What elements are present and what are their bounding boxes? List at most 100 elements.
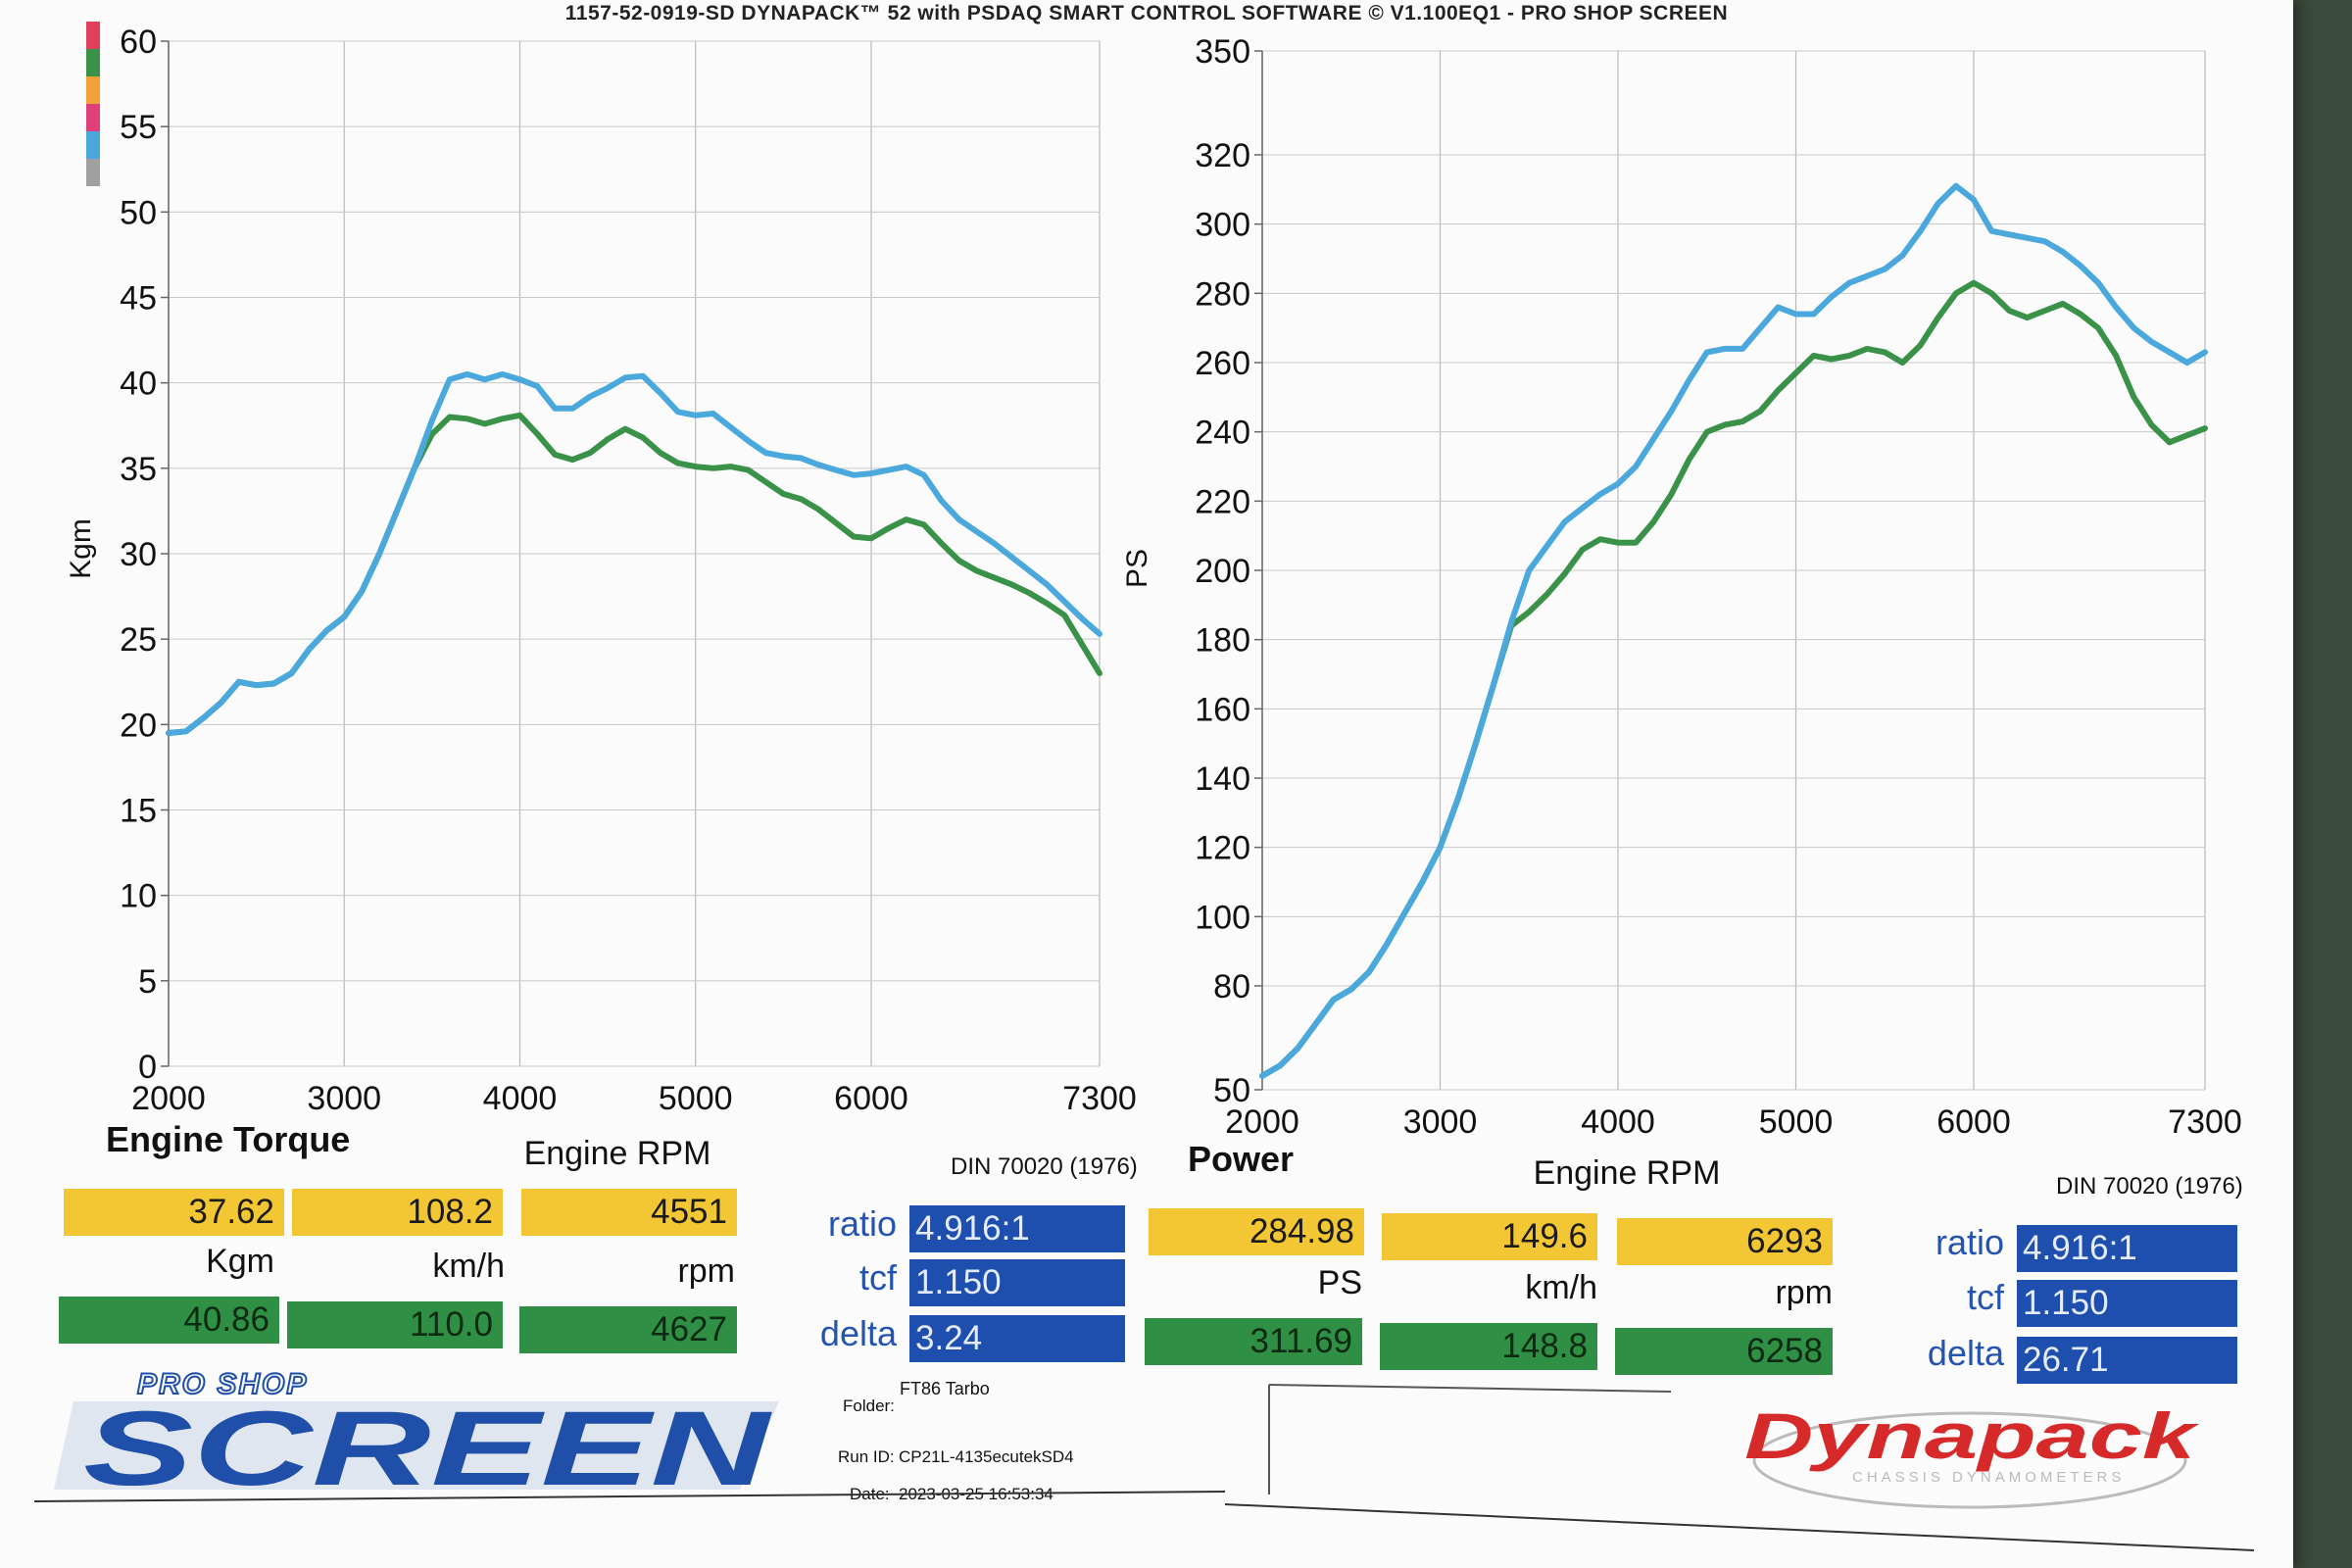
x-tick-label: 4000 <box>483 1080 558 1117</box>
series-line <box>1259 182 2208 1079</box>
y-tick-label: 100 <box>1195 899 1250 936</box>
mid-ratio-value: 4.916:1 <box>909 1205 1125 1252</box>
logo-pro-shop-text: PRO SHOP <box>137 1368 308 1400</box>
y-tick-label: 20 <box>120 707 157 744</box>
y-tick-label: 140 <box>1195 760 1250 798</box>
y-tick-label: 350 <box>1195 33 1250 71</box>
right-delta-value: 26.71 <box>2017 1337 2237 1384</box>
mid-tcf-value: 1.150 <box>909 1259 1125 1306</box>
run-swatch <box>86 22 100 49</box>
x-tick-label: 6000 <box>834 1080 908 1117</box>
logo-chassis-text: CHASSIS DYNAMOMETERS <box>1852 1469 2125 1486</box>
y-tick-label: 10 <box>120 878 157 915</box>
date-value: 2023-03-25 16:53:34 <box>899 1485 1054 1503</box>
power-run2-ps: 311.69 <box>1145 1318 1362 1365</box>
y-tick-label: 80 <box>1213 968 1250 1005</box>
chart-title: Power <box>1188 1139 1294 1179</box>
torque-chart: 0 5 10 15 20 25 30 35 40 45 50 55 60 2000 3000 4000 5000… <box>65 24 1138 1180</box>
y-tick-label: 160 <box>1195 691 1250 728</box>
run-swatch <box>86 159 100 186</box>
y-tick-label: 320 <box>1195 137 1250 174</box>
x-tick-label: 7300 <box>2168 1103 2242 1141</box>
runid-value: CP21L-4135ecutekSD4 <box>899 1447 1074 1466</box>
dynapack-logo: Dynapack CHASSIS DYNAMOMETERS <box>1744 1401 2200 1509</box>
torque-run2-kgm: 40.86 <box>59 1297 279 1344</box>
y-tick-label: 25 <box>120 621 157 659</box>
logo-dynapack-text: Dynapack <box>1744 1401 2200 1472</box>
standard-label: DIN 70020 (1976) <box>2056 1173 2243 1200</box>
run-swatch <box>86 131 100 159</box>
x-tick-label: 5000 <box>659 1080 733 1117</box>
run-swatch <box>86 104 100 131</box>
torque-run2-rpm: 4627 <box>519 1306 737 1353</box>
x-tick-label: 3000 <box>307 1080 381 1117</box>
mid-ratio-label: ratio <box>827 1203 897 1244</box>
power-unit-kmh: km/h <box>1525 1269 1597 1306</box>
date-label: Date: <box>850 1485 890 1503</box>
x-tick-label: 2000 <box>1225 1103 1299 1141</box>
torque-unit-kgm: Kgm <box>206 1243 274 1280</box>
run-meta: Folder: FT86 Tarbo Run ID: CP21L-4135ecu… <box>838 1377 1254 1524</box>
y-tick-label: 300 <box>1195 207 1250 244</box>
y-tick-label: 260 <box>1195 345 1250 382</box>
run-swatch <box>86 49 100 76</box>
runid-label: Run ID: <box>838 1447 895 1466</box>
torque-run1-rpm: 4551 <box>521 1189 737 1236</box>
standard-label: DIN 70020 (1976) <box>951 1153 1138 1180</box>
mid-delta-value: 3.24 <box>909 1315 1125 1362</box>
x-tick-label: 3000 <box>1403 1103 1478 1141</box>
y-tick-label: 50 <box>120 194 157 231</box>
y-tick-label: 40 <box>120 366 157 403</box>
power-run1-rpm: 6293 <box>1617 1218 1833 1265</box>
logo-screen-text: SCREEN <box>83 1389 772 1507</box>
sheet-header: 1157-52-0919-SD DYNAPACK™ 52 with PSDAQ … <box>564 2 1729 24</box>
y-tick-label: 280 <box>1195 275 1250 313</box>
x-tick-label: 7300 <box>1062 1080 1137 1117</box>
chart-title: Engine Torque <box>106 1119 350 1159</box>
right-ratio-value: 4.916:1 <box>2017 1225 2237 1272</box>
y-tick-label: 120 <box>1195 830 1250 867</box>
y-tick-label: 15 <box>120 793 157 830</box>
y-tick-label: 60 <box>120 24 157 61</box>
right-ratio-label: ratio <box>1935 1222 2004 1262</box>
series-line <box>166 370 1102 736</box>
y-tick-label: 50 <box>1213 1072 1250 1109</box>
y-tick-label: 200 <box>1195 553 1250 590</box>
y-axis-title: Kgm <box>65 518 97 579</box>
y-tick-label: 55 <box>120 109 157 146</box>
torque-unit-rpm: rpm <box>677 1252 735 1290</box>
power-unit-rpm: rpm <box>1775 1274 1833 1311</box>
y-tick-label: 240 <box>1195 415 1250 452</box>
power-run1-ps: 284.98 <box>1149 1208 1364 1255</box>
y-tick-label: 0 <box>138 1049 157 1086</box>
y-tick-label: 5 <box>138 963 157 1001</box>
mid-tcf-label: tcf <box>858 1257 897 1298</box>
power-run2-kmh: 148.8 <box>1380 1323 1597 1370</box>
torque-unit-kmh: km/h <box>432 1248 505 1285</box>
x-tick-label: 2000 <box>131 1080 206 1117</box>
power-chart: 50 80 100 120 140 160 180 200 220 240 260 280 300 320… <box>1121 33 2243 1200</box>
y-axis-title: PS <box>1121 549 1153 588</box>
x-tick-label: 4000 <box>1581 1103 1655 1141</box>
run-color-swatches <box>86 22 100 186</box>
right-tcf-label: tcf <box>1966 1277 2004 1317</box>
mid-delta-label: delta <box>819 1313 897 1353</box>
torque-run2-kmh: 110.0 <box>287 1301 503 1348</box>
power-run2-rpm: 6258 <box>1615 1328 1833 1375</box>
series-line <box>1259 279 2208 1079</box>
right-delta-label: delta <box>1927 1333 2004 1373</box>
run-swatch <box>86 76 100 104</box>
y-tick-label: 45 <box>120 280 157 318</box>
power-run1-kmh: 149.6 <box>1382 1213 1597 1260</box>
x-tick-label: 6000 <box>1936 1103 2011 1141</box>
y-tick-label: 30 <box>120 536 157 573</box>
folder-value: FT86 Tarbo <box>900 1379 990 1398</box>
pro-shop-screen-logo: PRO SHOP SCREEN <box>54 1367 779 1507</box>
torque-run1-kgm: 37.62 <box>64 1189 284 1236</box>
y-tick-label: 220 <box>1195 483 1250 520</box>
y-tick-label: 35 <box>120 451 157 488</box>
folder-label: Folder: <box>843 1396 895 1415</box>
power-unit-ps: PS <box>1317 1264 1362 1301</box>
dyno-sheet: 1157-52-0919-SD DYNAPACK™ 52 with PSDAQ … <box>0 0 2293 1568</box>
y-tick-label: 180 <box>1195 622 1250 660</box>
